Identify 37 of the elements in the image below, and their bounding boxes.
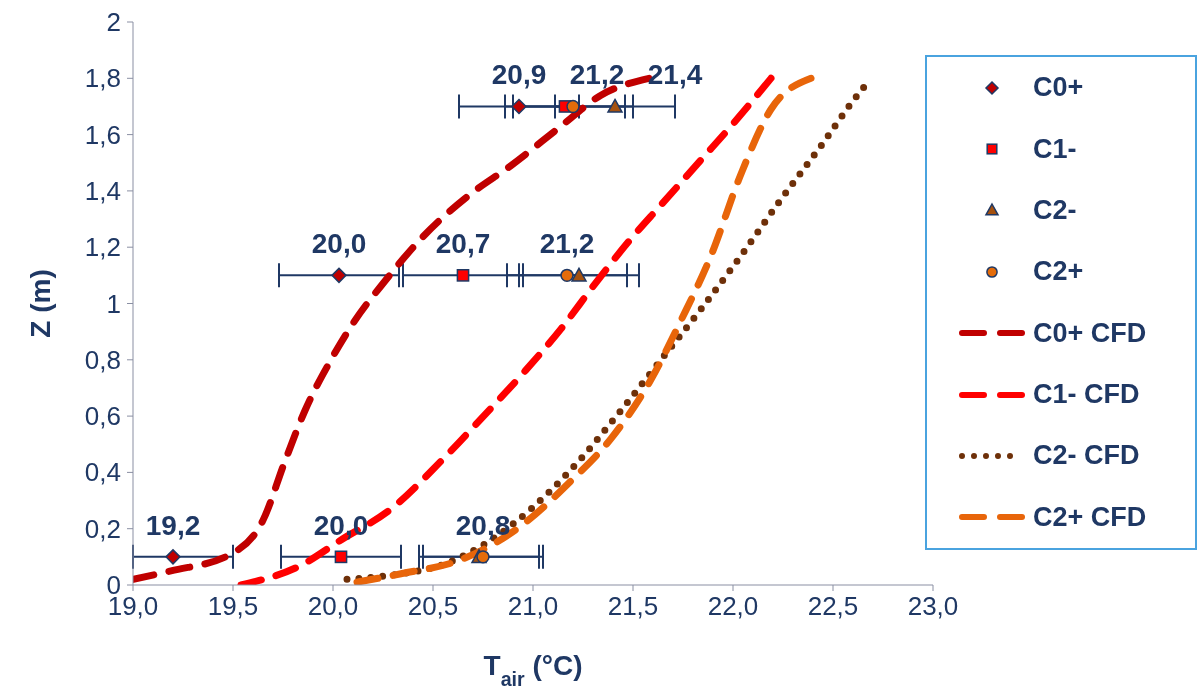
x-tick-label: 20,5 [407, 591, 459, 622]
legend-label: C2+ [1033, 256, 1084, 288]
legend-label: C0+ CFD [1033, 317, 1147, 349]
legend-label: C0+ [1033, 72, 1084, 104]
y-tick-label: 1 [106, 288, 121, 319]
y-tick-label: 0,4 [84, 457, 121, 488]
x-tick-label: 20,0 [307, 591, 359, 622]
x-tick-label: 21,0 [507, 591, 559, 622]
y-tick-label: 0,8 [84, 344, 121, 375]
y-tick-label: 1,8 [84, 63, 121, 94]
legend-label: C1- CFD [1033, 379, 1140, 411]
legend-label: C2- CFD [1033, 440, 1140, 472]
annotation: 19,2 [145, 509, 201, 541]
legend-label: C1- [1033, 133, 1077, 165]
annotation: 20,9 [491, 59, 547, 91]
annotation: 20,0 [311, 228, 367, 260]
y-tick-label: 1,4 [84, 175, 121, 206]
y-tick-label: 1,2 [84, 232, 121, 263]
legend-label: C2- [1033, 194, 1077, 226]
annotation: 21,4 [647, 59, 703, 91]
x-tick-label: 22,0 [707, 591, 759, 622]
y-tick-label: 0,2 [84, 513, 121, 544]
annotation: 21,2 [569, 59, 625, 91]
y-tick-label: 1,6 [84, 119, 121, 150]
y-tick-label: 0,6 [84, 401, 121, 432]
legend-label: C2+ CFD [1033, 501, 1147, 533]
annotation: 20,0 [313, 509, 369, 541]
x-tick-label: 21,5 [607, 591, 659, 622]
x-axis-title: T$_{air}$ (°C) [483, 650, 583, 690]
x-tick-label: 19,5 [207, 591, 259, 622]
y-tick-label: 2 [106, 7, 121, 37]
annotation: 20,7 [435, 228, 491, 260]
x-tick-label: 22,5 [807, 591, 859, 622]
annotation: 21,2 [539, 228, 595, 260]
annotation: 20,8 [455, 509, 511, 541]
x-tick-label: 23,0 [907, 591, 959, 622]
y-axis-title: Z (m) [24, 269, 56, 338]
